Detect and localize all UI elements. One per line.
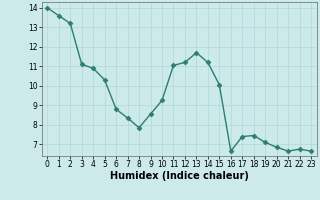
X-axis label: Humidex (Indice chaleur): Humidex (Indice chaleur) [110,171,249,181]
